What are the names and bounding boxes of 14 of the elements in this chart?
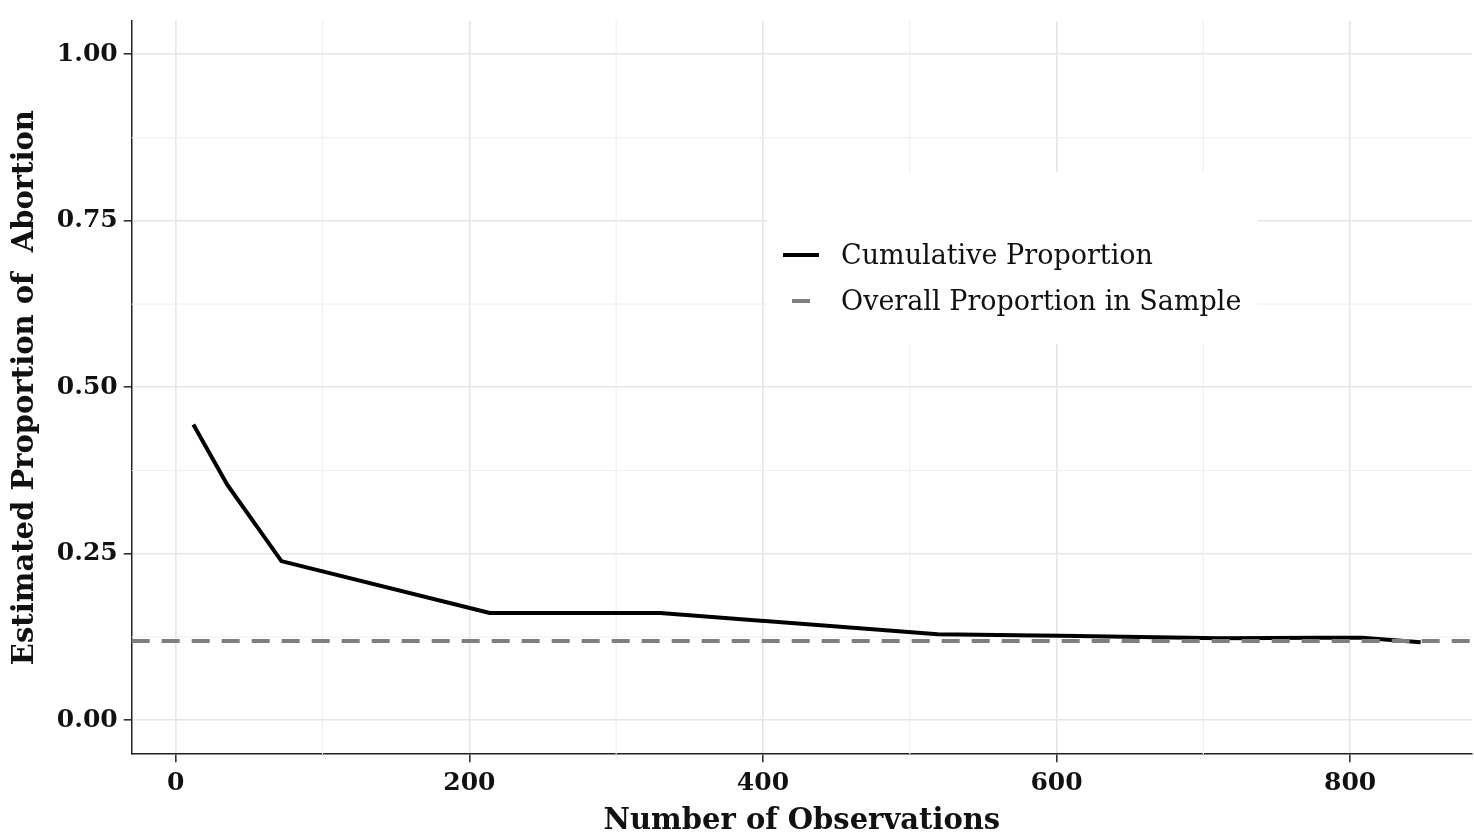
x-tick-label: 200 bbox=[443, 766, 496, 796]
x-tick-label: 0 bbox=[167, 766, 185, 796]
legend-label: Overall Proportion in Sample bbox=[841, 285, 1242, 317]
y-tick-label: 1.00 bbox=[56, 37, 118, 67]
y-tick-label: 0.25 bbox=[56, 537, 118, 567]
legend-label: Cumulative Proportion bbox=[841, 239, 1153, 271]
x-axis-title: Number of Observations bbox=[603, 802, 1001, 837]
y-tick-label: 0.75 bbox=[56, 204, 118, 234]
x-tick-label: 800 bbox=[1324, 766, 1377, 796]
y-tick-label: 0.00 bbox=[56, 703, 118, 733]
y-axis-title: Estimated Proportion of Abortion bbox=[5, 110, 40, 666]
x-tick-label: 400 bbox=[736, 766, 790, 796]
x-tick-label: 600 bbox=[1030, 766, 1083, 796]
y-tick-label: 0.50 bbox=[56, 370, 118, 400]
